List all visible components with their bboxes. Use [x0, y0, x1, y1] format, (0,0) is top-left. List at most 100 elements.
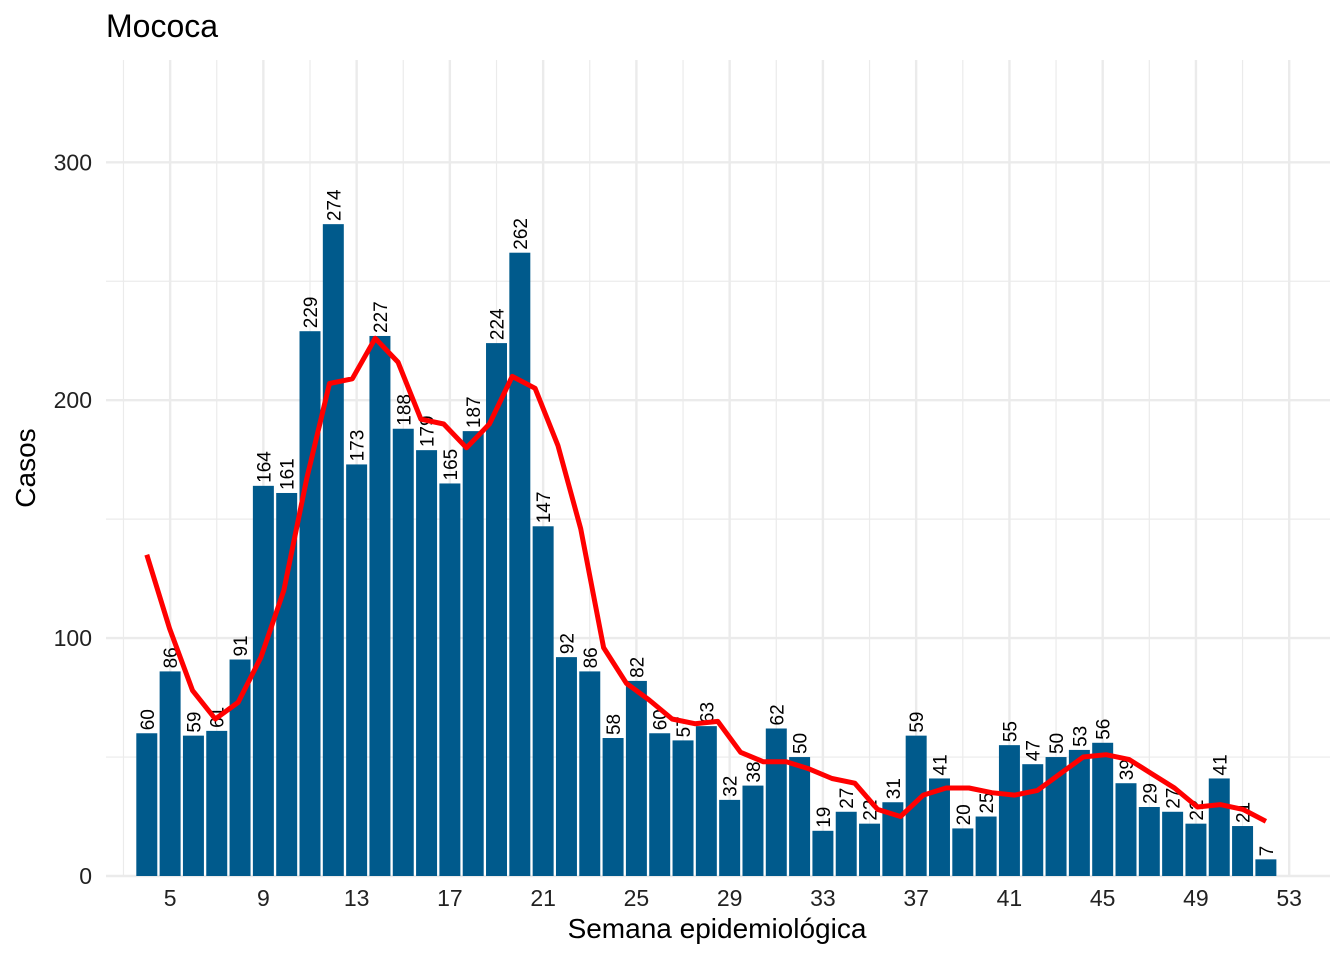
- x-tick-label: 9: [257, 885, 270, 911]
- bars: [136, 224, 1277, 876]
- bar-value-label: 165: [441, 449, 462, 481]
- bar: [789, 757, 811, 876]
- bar: [322, 224, 344, 876]
- bar: [1232, 826, 1254, 876]
- bar: [905, 735, 927, 876]
- bar-value-label: 41: [930, 754, 951, 775]
- bar-value-label: 19: [814, 807, 835, 828]
- bar: [928, 778, 950, 876]
- x-tick-label: 45: [1090, 885, 1116, 911]
- bar: [462, 431, 484, 876]
- x-tick-label: 17: [437, 885, 463, 911]
- bar: [229, 659, 251, 876]
- x-tick-label: 29: [717, 885, 743, 911]
- bar-value-label: 7: [1257, 846, 1278, 857]
- x-tick-label: 13: [344, 885, 370, 911]
- bar: [1068, 749, 1090, 876]
- trend-line-path: [144, 335, 1268, 824]
- x-tick-label: 33: [810, 885, 836, 911]
- bar-value-label: 53: [1070, 726, 1091, 747]
- bar: [719, 799, 741, 876]
- bar-value-label: 50: [1047, 733, 1068, 754]
- y-tick-label: 0: [79, 863, 92, 889]
- bar: [765, 728, 787, 876]
- bar-value-label: 92: [557, 633, 578, 654]
- bar: [369, 335, 391, 876]
- bar: [859, 823, 881, 876]
- bar-value-label: 224: [488, 308, 509, 340]
- bar-value-label: 56: [1094, 719, 1115, 740]
- bar: [625, 680, 647, 876]
- bar: [182, 735, 204, 876]
- x-tick-label: 25: [624, 885, 650, 911]
- y-tick-label: 200: [54, 387, 92, 413]
- bar: [136, 733, 158, 876]
- bar-value-label: 47: [1024, 740, 1045, 761]
- bar: [602, 738, 624, 876]
- bar: [1185, 823, 1207, 876]
- bar: [486, 343, 508, 876]
- bar-value-label: 161: [278, 458, 299, 490]
- bar: [1045, 757, 1067, 876]
- y-axis-title: Casos: [10, 428, 41, 507]
- bar-value-label: 227: [371, 301, 392, 333]
- bar: [252, 485, 274, 876]
- bar: [1255, 859, 1277, 876]
- bar-value-label: 25: [977, 792, 998, 813]
- bar: [1208, 778, 1230, 876]
- bar: [579, 671, 601, 876]
- bar: [392, 428, 414, 876]
- bar: [276, 492, 298, 876]
- bar: [975, 816, 997, 876]
- bar: [1162, 811, 1184, 876]
- x-tick-label: 49: [1183, 885, 1209, 911]
- bar-value-label: 20: [954, 804, 975, 825]
- bar-value-label: 274: [324, 189, 345, 221]
- bar-value-label: 60: [138, 709, 159, 730]
- bar: [1022, 764, 1044, 876]
- bar: [835, 811, 857, 876]
- bar: [509, 252, 531, 876]
- bar: [672, 740, 694, 876]
- x-axis-title: Semana epidemiológica: [568, 913, 867, 944]
- bar: [882, 802, 904, 876]
- bar-value-label: 58: [604, 714, 625, 735]
- bar: [416, 450, 438, 876]
- bar-value-label: 188: [394, 394, 415, 426]
- bar-value-label: 55: [1000, 721, 1021, 742]
- bar-value-label: 38: [744, 761, 765, 782]
- bar: [346, 464, 368, 876]
- x-tick-label: 53: [1276, 885, 1302, 911]
- bar: [952, 828, 974, 876]
- bar: [299, 331, 321, 876]
- bar-value-label: 29: [1140, 783, 1161, 804]
- bar: [439, 483, 461, 876]
- y-tick-label: 300: [54, 149, 92, 175]
- bar-value-label: 86: [581, 647, 602, 668]
- bar-value-label: 50: [791, 733, 812, 754]
- bar-value-label: 41: [1210, 754, 1231, 775]
- bar: [695, 726, 717, 876]
- bar-value-label: 27: [837, 788, 858, 809]
- bar-value-label: 262: [511, 218, 532, 250]
- bar-value-label: 59: [907, 711, 928, 732]
- bar: [532, 526, 554, 876]
- bar: [1138, 807, 1160, 876]
- bar: [1092, 742, 1114, 876]
- bar: [649, 733, 671, 876]
- bar-value-label: 187: [464, 396, 485, 428]
- bar: [206, 730, 228, 876]
- x-tick-label: 41: [997, 885, 1023, 911]
- trend-line: [144, 335, 1268, 824]
- chart-title: Mococa: [106, 8, 219, 44]
- bar-value-label: 31: [884, 778, 905, 799]
- bar-value-label: 59: [184, 711, 205, 732]
- x-tick-label: 21: [530, 885, 556, 911]
- bar-value-label: 82: [627, 657, 648, 678]
- bar-value-label: 62: [767, 704, 788, 725]
- x-tick-label: 5: [164, 885, 177, 911]
- bar-value-label: 229: [301, 297, 322, 329]
